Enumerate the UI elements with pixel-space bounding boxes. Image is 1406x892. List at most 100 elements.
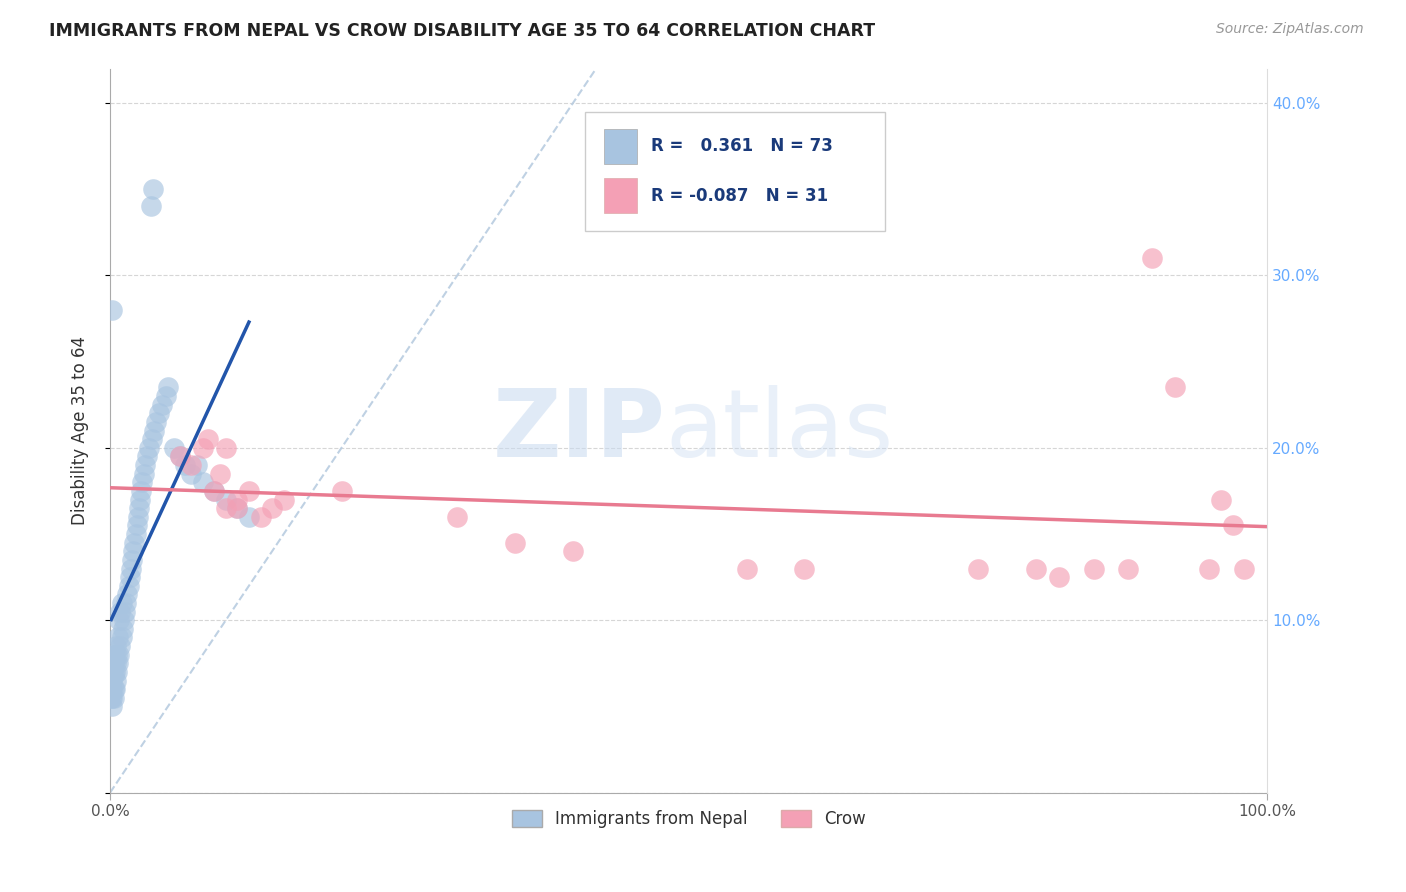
Point [249, 509, 271, 524]
Point [104, 682, 127, 697]
FancyBboxPatch shape [605, 178, 637, 213]
Point [141, 432, 163, 446]
Point [101, 673, 124, 688]
Point [226, 492, 249, 507]
Text: IMMIGRANTS FROM NEPAL VS CROW DISABILITY AGE 35 TO 64 CORRELATION CHART: IMMIGRANTS FROM NEPAL VS CROW DISABILITY… [49, 22, 876, 40]
Point [226, 501, 249, 516]
Point [108, 613, 131, 627]
Point [1025, 561, 1047, 575]
Point [101, 682, 124, 697]
Point [104, 665, 127, 679]
Point [124, 535, 146, 549]
Point [142, 182, 165, 196]
Point [111, 622, 134, 636]
Point [131, 475, 153, 490]
Point [273, 492, 295, 507]
Point [105, 648, 128, 662]
Point [180, 458, 202, 472]
Point [103, 668, 125, 682]
Point [186, 458, 208, 472]
Text: R =   0.361   N = 73: R = 0.361 N = 73 [651, 137, 832, 155]
Point [197, 432, 219, 446]
Point [1047, 570, 1070, 584]
Point [111, 631, 134, 645]
Point [215, 441, 238, 455]
Point [105, 665, 128, 679]
Point [793, 561, 815, 575]
Point [330, 483, 353, 498]
Point [121, 553, 143, 567]
Point [100, 665, 122, 679]
Point [101, 665, 124, 679]
Point [156, 380, 179, 394]
Point [148, 406, 170, 420]
Point [104, 648, 127, 662]
Point [101, 648, 124, 662]
Point [169, 450, 191, 464]
Point [131, 483, 153, 498]
Point [110, 605, 132, 619]
Point [136, 450, 159, 464]
Point [103, 682, 125, 697]
Point [155, 389, 177, 403]
Point [101, 690, 124, 705]
Point [145, 415, 167, 429]
Y-axis label: Disability Age 35 to 64: Disability Age 35 to 64 [72, 336, 89, 525]
Point [104, 673, 127, 688]
Point [122, 544, 145, 558]
Point [115, 596, 138, 610]
Point [226, 501, 249, 516]
FancyBboxPatch shape [605, 129, 637, 164]
Point [111, 596, 134, 610]
Point [104, 639, 127, 653]
Text: R = -0.087   N = 31: R = -0.087 N = 31 [651, 186, 828, 205]
Point [191, 441, 214, 455]
Point [127, 509, 149, 524]
Text: Source: ZipAtlas.com: Source: ZipAtlas.com [1216, 22, 1364, 37]
Point [202, 483, 225, 498]
Point [134, 458, 156, 472]
Point [1222, 518, 1244, 533]
Point [125, 518, 148, 533]
Point [129, 492, 152, 507]
Point [100, 690, 122, 705]
Point [103, 657, 125, 671]
Point [100, 673, 122, 688]
Point [143, 424, 166, 438]
Point [120, 561, 142, 575]
Point [108, 648, 131, 662]
Point [117, 587, 139, 601]
Point [174, 458, 197, 472]
Point [112, 613, 135, 627]
Legend: Immigrants from Nepal, Crow: Immigrants from Nepal, Crow [505, 804, 873, 835]
Point [103, 690, 125, 705]
Point [1198, 561, 1220, 575]
Point [562, 544, 585, 558]
Point [128, 501, 150, 516]
Point [1209, 492, 1232, 507]
Point [101, 699, 124, 714]
Point [169, 450, 191, 464]
Point [180, 467, 202, 481]
Point [124, 527, 146, 541]
Point [735, 561, 758, 575]
Point [118, 570, 141, 584]
Point [238, 509, 260, 524]
Point [139, 199, 162, 213]
Point [191, 475, 214, 490]
Point [1118, 561, 1140, 575]
Point [1140, 251, 1163, 265]
FancyBboxPatch shape [585, 112, 886, 231]
Point [110, 639, 132, 653]
Point [138, 441, 160, 455]
Point [215, 492, 238, 507]
Point [107, 631, 129, 645]
Point [114, 605, 136, 619]
Point [101, 302, 124, 317]
Point [100, 657, 122, 671]
Point [238, 483, 260, 498]
Point [208, 467, 231, 481]
Point [202, 483, 225, 498]
Text: ZIP: ZIP [492, 384, 665, 476]
Text: atlas: atlas [665, 384, 894, 476]
